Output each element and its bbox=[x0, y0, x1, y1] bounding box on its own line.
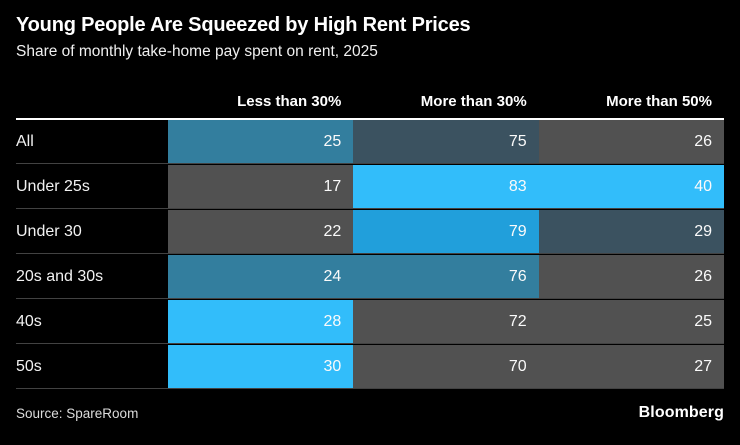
column-header-less-than-30: Less than 30% bbox=[237, 93, 342, 110]
value-cell: 26 bbox=[538, 120, 724, 163]
footer: Source: SpareRoom Bloomberg bbox=[16, 404, 724, 422]
value-cell: 70 bbox=[353, 345, 539, 388]
value-cell: 72 bbox=[353, 300, 539, 343]
row-label: All bbox=[16, 120, 168, 163]
chart-subtitle: Share of monthly take-home pay spent on … bbox=[16, 43, 378, 60]
value-cell: 17 bbox=[168, 165, 354, 208]
table-row: Under 30 22 79 29 bbox=[16, 210, 724, 253]
row-label: 50s bbox=[16, 345, 168, 388]
source-label: Source: SpareRoom bbox=[16, 405, 139, 421]
value-cell: 76 bbox=[353, 255, 539, 298]
row-label: Under 25s bbox=[16, 165, 168, 208]
row-label: Under 30 bbox=[16, 210, 168, 253]
row-separator bbox=[16, 343, 724, 345]
table-row: 20s and 30s 24 76 26 bbox=[16, 255, 724, 298]
table-row: All 25 75 26 bbox=[16, 120, 724, 163]
table-row: 50s 30 70 27 bbox=[16, 345, 724, 388]
column-headers: Less than 30% More than 30% More than 50… bbox=[16, 84, 724, 110]
value-cell: 27 bbox=[538, 345, 724, 388]
value-cell: 79 bbox=[353, 210, 539, 253]
chart-title: Young People Are Squeezed by High Rent P… bbox=[16, 14, 471, 36]
value-cell: 26 bbox=[538, 255, 724, 298]
row-separator bbox=[16, 388, 724, 390]
row-separator bbox=[16, 208, 724, 210]
header-divider bbox=[16, 118, 724, 120]
table-row: 40s 28 72 25 bbox=[16, 300, 724, 343]
row-separator bbox=[16, 163, 724, 165]
row-separator bbox=[16, 298, 724, 300]
row-separator bbox=[16, 253, 724, 255]
column-header-more-than-50: More than 50% bbox=[606, 93, 712, 110]
value-cell: 28 bbox=[168, 300, 354, 343]
column-header-more-than-30: More than 30% bbox=[420, 93, 527, 110]
value-cell: 24 bbox=[168, 255, 354, 298]
value-cell: 25 bbox=[168, 120, 354, 163]
value-cell: 30 bbox=[168, 345, 354, 388]
data-table: All 25 75 26 Under 25s 17 83 40 Under 30 22 79 29 20… bbox=[16, 120, 724, 390]
value-cell: 22 bbox=[168, 210, 354, 253]
bloomberg-logo: Bloomberg bbox=[638, 404, 724, 421]
value-cell: 75 bbox=[353, 120, 539, 163]
value-cell: 83 bbox=[353, 165, 539, 208]
row-label: 20s and 30s bbox=[16, 255, 168, 298]
row-label: 40s bbox=[16, 300, 168, 343]
table-row: Under 25s 17 83 40 bbox=[16, 165, 724, 208]
value-cell: 29 bbox=[538, 210, 724, 253]
value-cell: 25 bbox=[538, 300, 724, 343]
chart-card: Young People Are Squeezed by High Rent P… bbox=[16, 14, 724, 422]
value-cell: 40 bbox=[538, 165, 724, 208]
